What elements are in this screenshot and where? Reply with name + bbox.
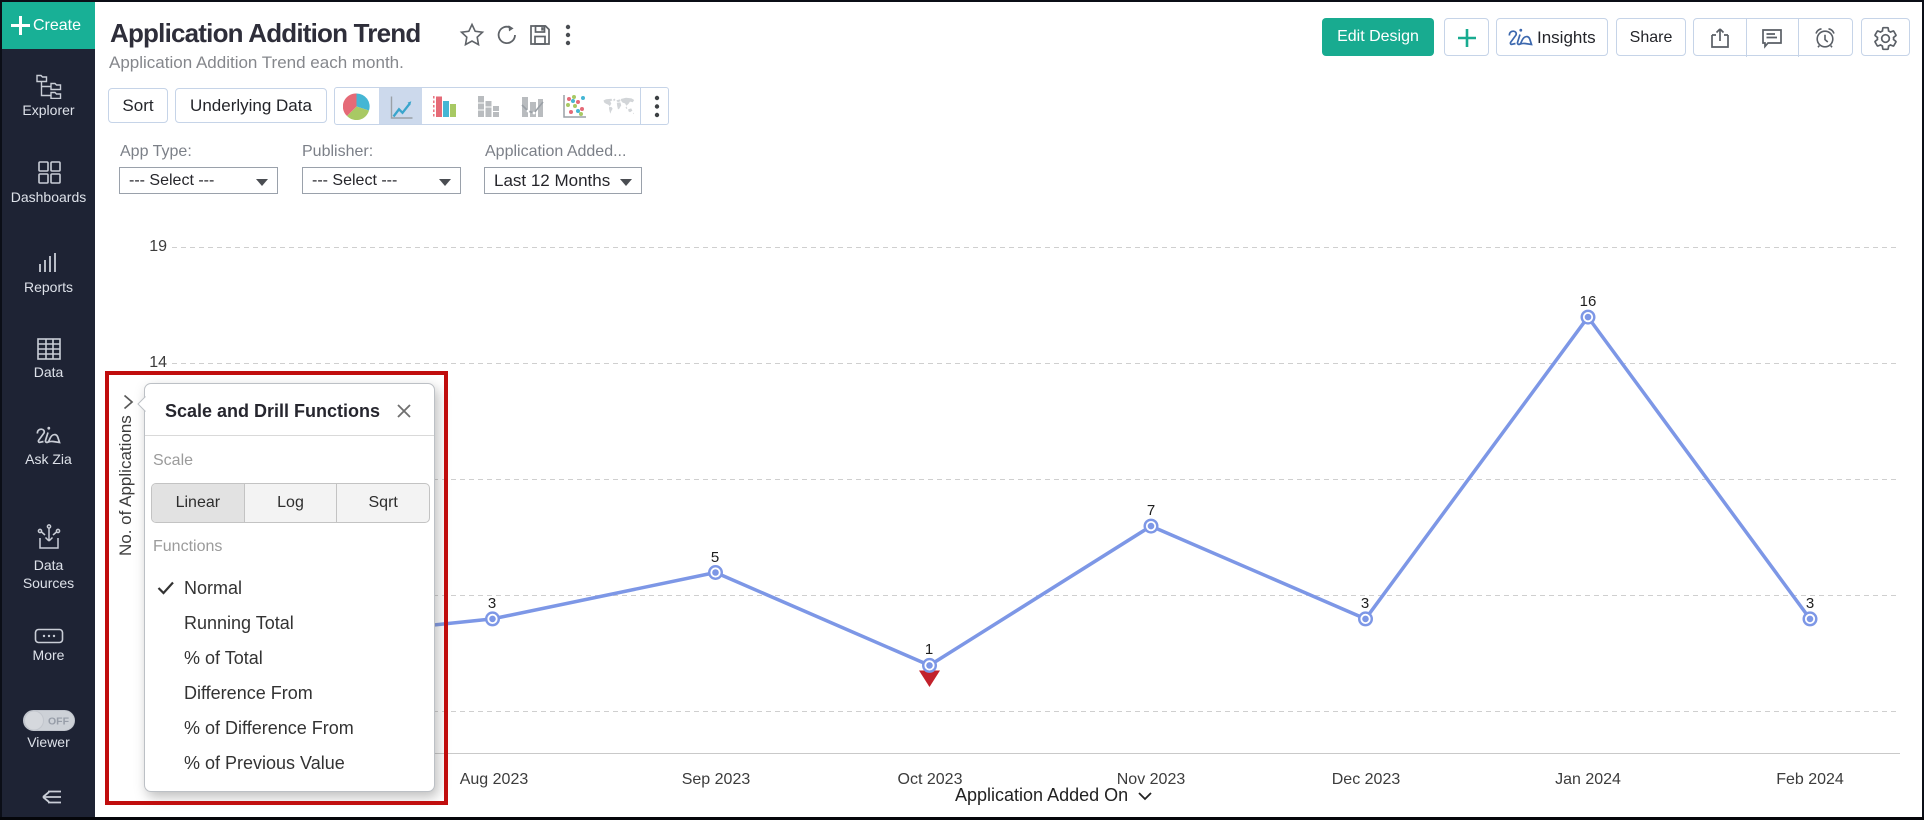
svg-text:OFF: OFF — [48, 716, 70, 728]
